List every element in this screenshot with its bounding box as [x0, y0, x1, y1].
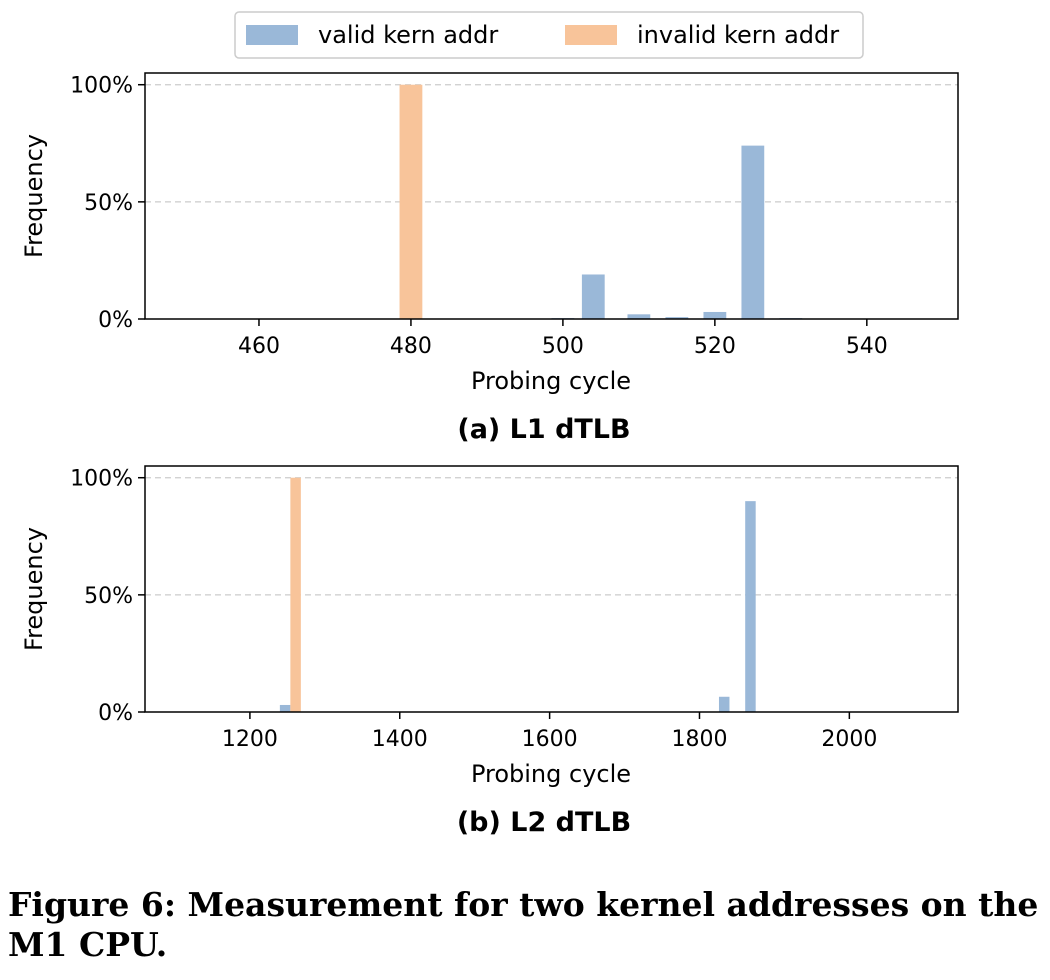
panel-l2-xlabel: Probing cycle: [471, 760, 631, 788]
legend-label-valid: valid kern addr: [318, 21, 498, 49]
panel-l2-gridlines: [145, 477, 958, 596]
panel-l1-xticks: 460 480 500 520 540: [238, 319, 888, 359]
x-tick-label: 480: [390, 334, 432, 359]
panel-l1-plot-frame: [144, 72, 959, 320]
y-tick-label: 0%: [98, 308, 133, 333]
legend: valid kern addr invalid kern addr: [234, 11, 864, 59]
figure-caption: Figure 6: Measurement for two kernel add…: [8, 885, 1039, 964]
bar-valid: [718, 696, 730, 712]
figure: valid kern addr invalid kern addr 460 480…: [20, 11, 959, 838]
panel-l2-ylabel: Frequency: [20, 527, 48, 651]
x-tick-label: 500: [542, 334, 584, 359]
y-tick-label: 100%: [70, 467, 133, 492]
bar-invalid: [399, 84, 423, 319]
y-tick-label: 50%: [84, 584, 133, 609]
y-tick-label: 50%: [84, 191, 133, 216]
legend-swatch-invalid: [565, 25, 617, 45]
panel-l1-ylabel: Frequency: [20, 134, 48, 258]
x-tick-label: 1600: [522, 727, 578, 752]
bar-valid: [665, 317, 689, 319]
panel-l2-title: (b) L2 dTLB: [457, 807, 631, 838]
bar-valid: [627, 314, 651, 319]
legend-label-invalid: invalid kern addr: [637, 21, 839, 49]
bar-valid: [741, 145, 765, 319]
x-tick-label: 1800: [671, 727, 727, 752]
panel-l1-gridlines: [145, 84, 958, 203]
x-tick-label: 460: [238, 334, 280, 359]
legend-swatch-valid: [246, 25, 298, 45]
legend-frame: [234, 11, 864, 59]
x-tick-label: 540: [846, 334, 888, 359]
x-tick-label: 520: [694, 334, 736, 359]
bar-invalid: [290, 477, 301, 712]
panel-l1-dtlb: 460 480 500 520 540 0%50%100% Probing cycle …: [20, 72, 959, 445]
x-tick-label: 1200: [222, 727, 278, 752]
x-tick-label: 2000: [821, 727, 877, 752]
panel-l1-yticks: 0% 50% 100%: [70, 74, 145, 333]
panel-l2-plot-frame: [144, 465, 959, 713]
panel-l1-xlabel: Probing cycle: [471, 367, 631, 395]
panel-l1-bars: [399, 84, 803, 319]
panel-l2-bars: [279, 477, 756, 712]
x-tick-label: 1400: [372, 727, 428, 752]
panel-l1-title: (a) L1 dTLB: [457, 414, 630, 445]
bar-valid: [703, 311, 727, 319]
bar-valid: [279, 704, 291, 712]
panel-l2-xticks: 1200 1400 1600 1800 2000: [222, 712, 877, 752]
panel-l2-yticks: 0% 50% 100%: [70, 467, 145, 726]
bar-valid: [745, 501, 756, 712]
panel-l2-dtlb: 1200 1400 1600 1800 2000 0% 50% 100% Probing c…: [20, 465, 959, 838]
bar-valid: [581, 274, 605, 319]
y-tick-label: 0%: [98, 701, 133, 726]
y-tick-label: 100%: [70, 74, 133, 99]
